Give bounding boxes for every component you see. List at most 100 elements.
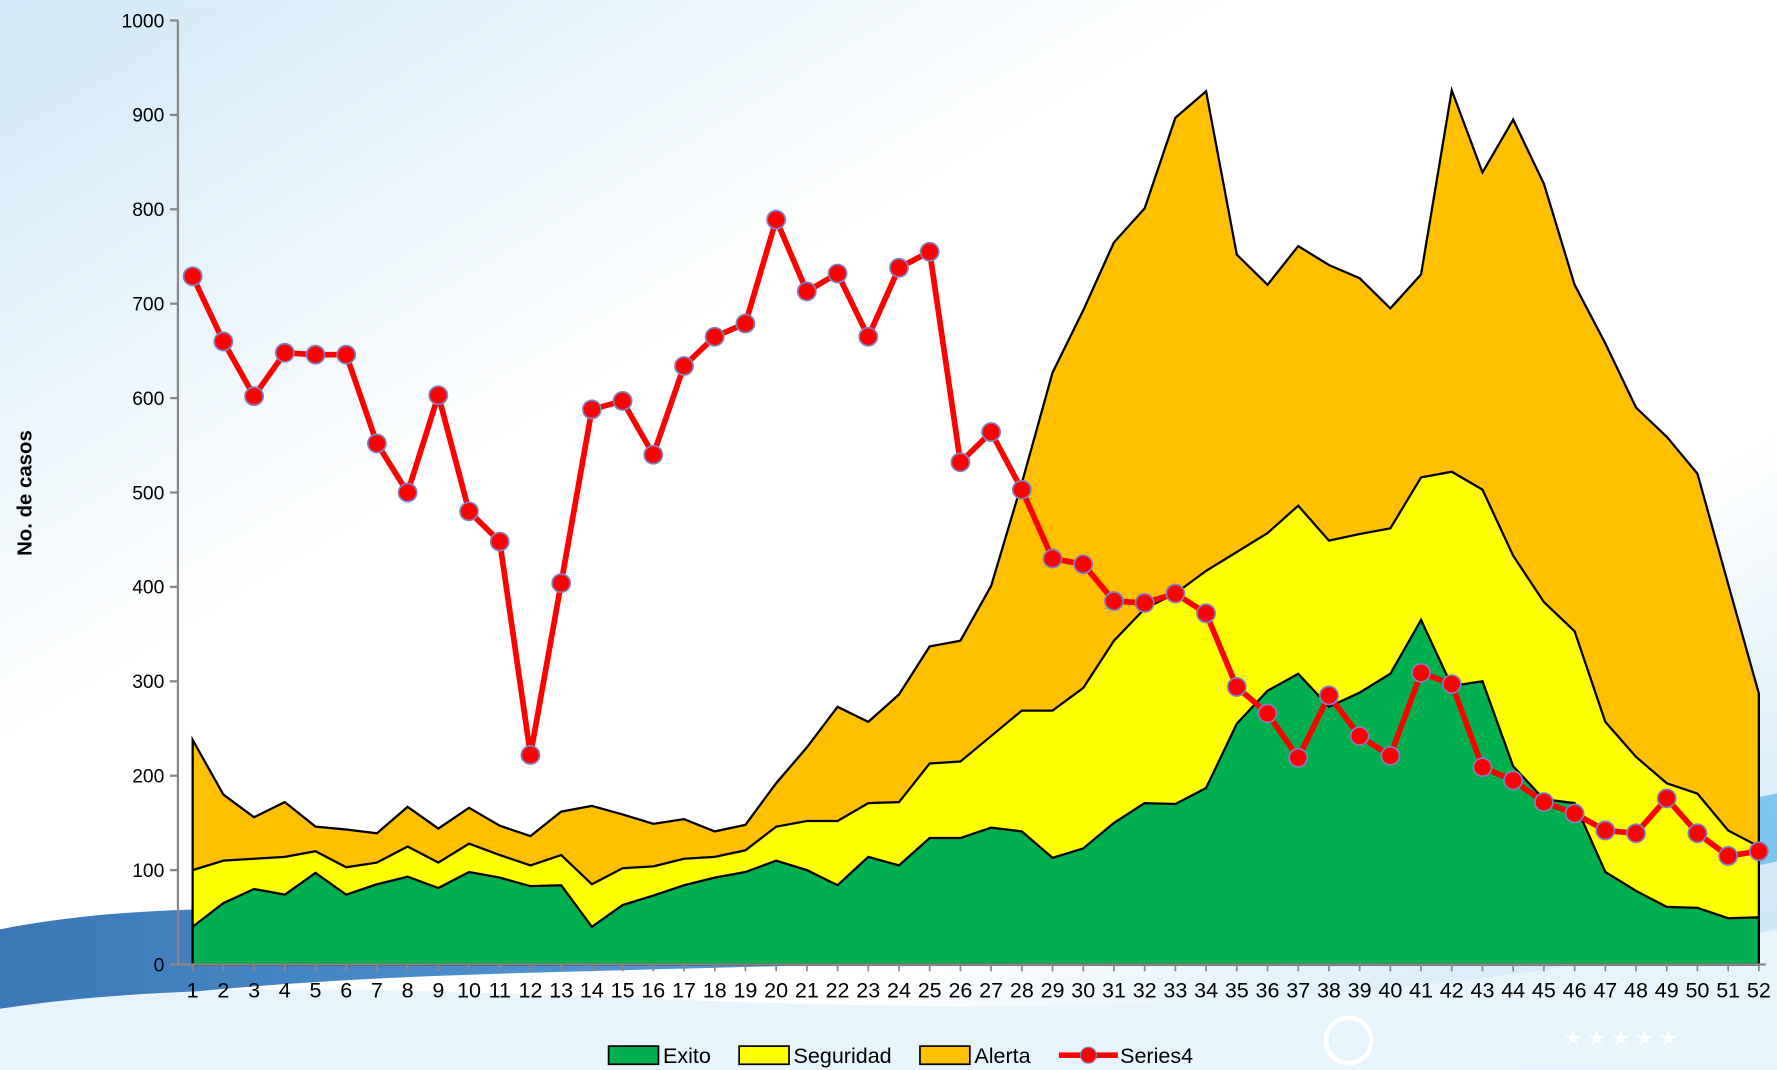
marker <box>489 531 510 552</box>
legend-label: Exito <box>663 1044 711 1068</box>
marker <box>1042 548 1063 569</box>
x-tick-label: 34 <box>1194 978 1218 1002</box>
y-tick-label: 900 <box>132 106 164 127</box>
x-tick-label: 45 <box>1532 978 1556 1002</box>
marker <box>1441 674 1462 695</box>
legend-swatch <box>919 1045 971 1066</box>
x-tick-label: 52 <box>1747 978 1771 1002</box>
marker <box>244 386 264 407</box>
x-tick-label: 17 <box>672 978 696 1002</box>
marker <box>182 266 203 287</box>
marker <box>796 281 817 302</box>
x-tick-label: 41 <box>1409 978 1433 1002</box>
marker <box>1564 803 1585 824</box>
marker <box>1687 823 1708 844</box>
marker <box>1073 554 1094 575</box>
x-tick-label: 24 <box>887 978 911 1002</box>
legend-label: Alerta <box>974 1044 1030 1068</box>
x-tick-label: 2 <box>217 978 229 1002</box>
x-tick-label: 37 <box>1286 978 1310 1002</box>
y-tick-label: 500 <box>132 483 164 504</box>
x-tick-label: 4 <box>279 978 291 1002</box>
x-tick-label: 33 <box>1163 978 1187 1002</box>
marker <box>336 344 357 365</box>
legend: Exito Seguridad Alerta Series4 <box>607 1044 1193 1068</box>
marker <box>428 385 449 406</box>
x-tick-label: 5 <box>310 978 322 1002</box>
x-tick-label: 6 <box>340 978 352 1002</box>
marker <box>397 482 418 503</box>
x-tick-label: 7 <box>371 978 383 1002</box>
marker <box>827 263 848 284</box>
logo: ★ ★ ★ ★ ★ <box>1323 1015 1678 1066</box>
marker <box>274 342 295 363</box>
x-tick-label: 35 <box>1225 978 1249 1002</box>
marker <box>1319 685 1339 706</box>
marker <box>367 433 387 454</box>
y-tick-label: 600 <box>132 389 164 410</box>
marker <box>1503 770 1524 791</box>
y-tick-label: 800 <box>132 200 164 221</box>
marker <box>1533 792 1554 813</box>
marker <box>889 257 909 278</box>
x-tick-label: 36 <box>1256 978 1280 1002</box>
marker <box>1134 593 1155 613</box>
x-tick-label: 14 <box>580 978 604 1002</box>
marker <box>950 452 971 473</box>
legend-swatch <box>738 1045 790 1066</box>
x-tick-label: 40 <box>1378 978 1402 1002</box>
marker <box>981 422 1002 442</box>
legend-label: Series4 <box>1120 1044 1193 1068</box>
marker <box>704 326 725 347</box>
y-tick-label: 200 <box>132 767 164 788</box>
marker <box>551 573 572 594</box>
legend-swatch <box>1079 1046 1097 1064</box>
marker <box>674 356 694 376</box>
y-tick-label: 1000 <box>121 11 164 32</box>
marker <box>1718 846 1739 866</box>
marker <box>305 344 326 365</box>
x-tick-label: 21 <box>795 978 819 1002</box>
x-tick-label: 11 <box>489 978 511 1002</box>
marker <box>1349 726 1370 746</box>
x-tick-label: 8 <box>402 978 414 1002</box>
marker <box>520 745 541 765</box>
marker <box>1472 757 1493 778</box>
x-tick-label: 39 <box>1348 978 1372 1002</box>
x-tick-label: 50 <box>1685 978 1709 1002</box>
marker <box>1288 747 1309 768</box>
marker <box>1257 703 1278 724</box>
x-tick-label: 3 <box>248 978 260 1002</box>
decor-band <box>0 929 1777 1070</box>
x-tick-label: 13 <box>549 978 573 1002</box>
x-tick-label: 26 <box>948 978 972 1002</box>
svg-text:★ ★ ★ ★ ★: ★ ★ ★ ★ ★ <box>1564 1028 1678 1050</box>
x-tick-label: 28 <box>1010 978 1034 1002</box>
marker <box>643 444 664 465</box>
x-tick-label: 51 <box>1716 978 1740 1002</box>
x-tick-label: 16 <box>641 978 665 1002</box>
y-tick-label: 0 <box>154 955 165 976</box>
x-tick-label: 18 <box>703 978 727 1002</box>
marker <box>766 209 787 230</box>
marker <box>1165 583 1186 604</box>
x-tick-label: 15 <box>611 978 635 1002</box>
x-tick-label: 44 <box>1501 978 1525 1002</box>
x-tick-label: 46 <box>1563 978 1587 1002</box>
x-tick-label: 22 <box>826 978 850 1002</box>
marker <box>1226 677 1247 697</box>
x-tick-label: 43 <box>1471 978 1495 1002</box>
x-tick-label: 38 <box>1317 978 1341 1002</box>
x-tick-label: 31 <box>1102 978 1126 1002</box>
x-tick-label: 27 <box>979 978 1003 1002</box>
marker <box>1626 823 1646 844</box>
x-tick-label: 1 <box>187 978 199 1002</box>
line <box>190 216 1760 859</box>
marker <box>1411 662 1431 683</box>
marker <box>735 313 756 334</box>
marker <box>1104 591 1124 611</box>
marker <box>612 391 633 411</box>
y-tick-label: 300 <box>132 672 164 693</box>
legend-swatch <box>607 1045 660 1066</box>
